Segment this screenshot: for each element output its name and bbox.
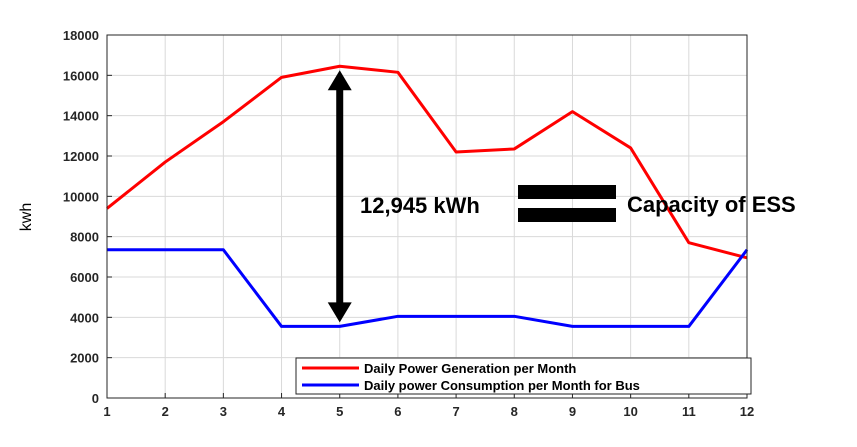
arrow-head-up [327,70,352,91]
legend-label-consumption: Daily power Consumption per Month for Bu… [364,378,640,393]
x-tick-label: 10 [623,404,637,419]
x-tick-label: 9 [569,404,576,419]
x-tick-label: 7 [452,404,459,419]
plot-frame [106,34,748,399]
x-tick-label: 8 [511,404,518,419]
legend: Daily Power Generation per Month Daily p… [295,357,752,395]
capacity-arrow [327,70,352,323]
y-tick-label: 12000 [63,149,99,164]
arrow-head-down [327,302,352,323]
y-tick-label: 0 [92,391,99,406]
y-tick-label: 14000 [63,109,99,124]
y-tick-label: 18000 [63,28,99,43]
x-tick-label: 12 [740,404,754,419]
y-tick-label: 6000 [70,270,99,285]
y-tick-label: 16000 [63,68,99,83]
y-tick-label: 2000 [70,351,99,366]
plot-area [107,35,747,398]
y-tick-label: 4000 [70,310,99,325]
legend-box [295,357,752,395]
x-tick-label: 2 [162,404,169,419]
x-tick-label: 5 [336,404,343,419]
legend-label-generation: Daily Power Generation per Month [364,361,576,376]
equals-sign-icon [518,185,616,222]
series-line-consumption [107,248,749,328]
y-axis-label: kwh [18,203,35,231]
x-tick-label: 11 [682,404,696,419]
capacity-value-label: 12,945 kWh [360,193,480,218]
x-tick-label: 1 [103,404,110,419]
y-tick-label: 8000 [70,230,99,245]
tick-labels: 1 2 3 4 5 6 7 8 9 10 11 120200040006000800010000120… [63,28,754,419]
y-tick-label: 10000 [63,189,99,204]
capacity-of-ess-label: Capacity of ESS [627,192,796,217]
x-tick-label: 3 [220,404,227,419]
series-line-generation [106,64,748,260]
series-layer [106,64,749,328]
x-tick-label: 4 [278,404,286,419]
x-tick-label: 6 [394,404,401,419]
